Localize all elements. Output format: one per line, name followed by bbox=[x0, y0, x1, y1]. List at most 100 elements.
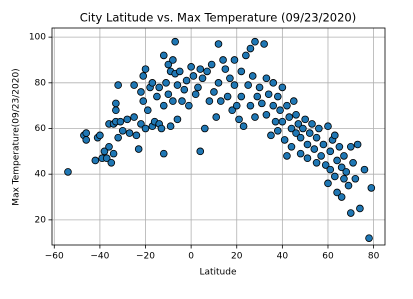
point bbox=[351, 174, 360, 183]
point bbox=[337, 193, 346, 201]
point bbox=[356, 204, 364, 213]
point bbox=[221, 65, 230, 73]
point bbox=[324, 122, 332, 131]
point bbox=[82, 129, 91, 137]
point bbox=[189, 72, 198, 80]
x-tick-label: 20 bbox=[231, 252, 243, 262]
point bbox=[173, 81, 182, 89]
point bbox=[118, 126, 127, 135]
point bbox=[242, 51, 250, 60]
point bbox=[114, 81, 122, 89]
x-tick-label: 80 bbox=[368, 252, 380, 262]
point bbox=[260, 40, 268, 48]
point bbox=[112, 106, 120, 115]
x-tick-label: −20 bbox=[136, 252, 155, 262]
point bbox=[344, 181, 353, 190]
point bbox=[278, 117, 287, 126]
point bbox=[171, 37, 179, 46]
point bbox=[349, 158, 357, 167]
point bbox=[109, 149, 118, 158]
point bbox=[335, 142, 344, 151]
point bbox=[248, 72, 257, 80]
point bbox=[255, 83, 264, 92]
point bbox=[239, 122, 248, 131]
point bbox=[214, 79, 223, 87]
point bbox=[130, 113, 138, 121]
y-tick-label: 40 bbox=[35, 170, 47, 180]
point bbox=[262, 111, 271, 119]
point bbox=[112, 99, 120, 108]
point bbox=[365, 234, 373, 242]
point bbox=[326, 165, 335, 174]
point bbox=[340, 152, 348, 160]
point bbox=[169, 97, 177, 105]
point bbox=[292, 111, 300, 119]
plot-frame bbox=[51, 27, 386, 246]
point bbox=[228, 106, 236, 115]
point bbox=[237, 67, 246, 76]
point bbox=[214, 40, 223, 48]
point bbox=[303, 154, 312, 163]
x-tick-label: 60 bbox=[322, 252, 334, 262]
point bbox=[321, 161, 330, 169]
point bbox=[223, 92, 232, 101]
point bbox=[333, 188, 341, 197]
point bbox=[182, 76, 191, 85]
point bbox=[153, 92, 161, 101]
point bbox=[367, 184, 376, 192]
point bbox=[251, 37, 259, 46]
point bbox=[102, 154, 111, 163]
point bbox=[235, 115, 243, 124]
point bbox=[267, 131, 275, 140]
point bbox=[251, 113, 259, 121]
point bbox=[123, 115, 132, 124]
point bbox=[173, 115, 182, 124]
point bbox=[246, 44, 255, 53]
point bbox=[319, 140, 328, 149]
point bbox=[278, 83, 287, 92]
point bbox=[331, 172, 339, 181]
point bbox=[310, 145, 319, 153]
point bbox=[315, 124, 323, 133]
point bbox=[353, 140, 362, 149]
point bbox=[132, 131, 141, 140]
point bbox=[107, 158, 116, 167]
point bbox=[262, 74, 271, 83]
y-tick-label: 80 bbox=[35, 78, 47, 88]
point bbox=[230, 81, 239, 89]
point bbox=[203, 67, 211, 76]
y-tick-label: 60 bbox=[35, 124, 47, 134]
point bbox=[194, 83, 202, 92]
point bbox=[244, 81, 252, 89]
y-axis-label: Max Temperature(09/23/2020) bbox=[12, 68, 22, 205]
y-tick-label: 100 bbox=[29, 33, 46, 43]
chart-title: City Latitude vs. Max Temperature (09/23… bbox=[80, 11, 356, 25]
point bbox=[340, 174, 348, 183]
point bbox=[360, 165, 369, 174]
point bbox=[303, 140, 312, 149]
x-tick-label: −60 bbox=[45, 252, 64, 262]
point bbox=[333, 156, 341, 165]
point bbox=[301, 115, 309, 124]
point bbox=[205, 97, 214, 105]
point bbox=[283, 152, 291, 160]
point bbox=[305, 129, 314, 137]
point bbox=[276, 106, 284, 115]
point bbox=[141, 124, 150, 133]
point bbox=[346, 209, 355, 217]
point bbox=[312, 158, 321, 167]
point bbox=[162, 79, 170, 87]
point bbox=[157, 124, 166, 133]
point bbox=[164, 90, 173, 99]
y-tick-label: 20 bbox=[35, 215, 47, 225]
point bbox=[139, 72, 148, 80]
point bbox=[130, 81, 138, 89]
point bbox=[219, 56, 227, 64]
point bbox=[269, 101, 278, 110]
point bbox=[114, 133, 122, 142]
point bbox=[175, 67, 184, 76]
point bbox=[96, 131, 104, 140]
point bbox=[155, 83, 163, 92]
point bbox=[82, 136, 91, 144]
